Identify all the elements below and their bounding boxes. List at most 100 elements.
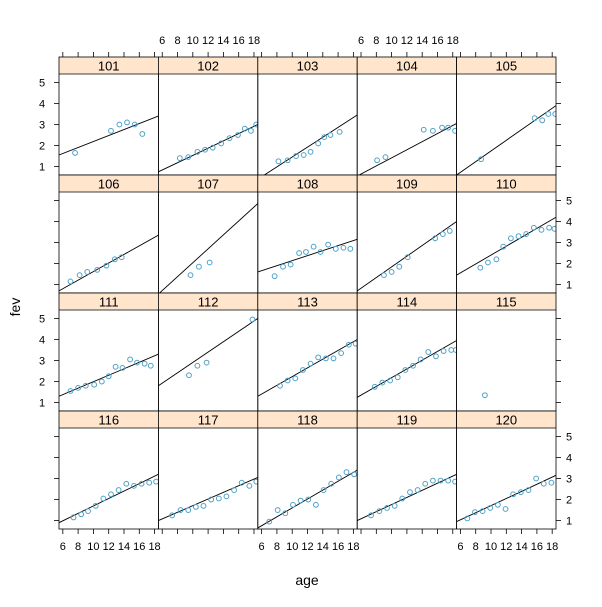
strip-101 <box>59 57 159 74</box>
point-111-9 <box>134 359 140 366</box>
x-tick-label-bottom-4-12: 12 <box>500 541 512 553</box>
point-101-4 <box>131 121 138 128</box>
panel-frame-106 <box>58 174 159 294</box>
panel-data-101 <box>59 115 159 156</box>
point-107-1 <box>196 263 202 270</box>
y-tick-label-right-1-4: 4 <box>566 216 572 228</box>
point-117-2 <box>185 507 192 513</box>
point-110-7 <box>530 224 537 231</box>
x-tick-label-top-3-6: 6 <box>358 35 364 47</box>
x-tick-label-top-1-6: 6 <box>159 35 165 47</box>
point-117-1 <box>177 507 184 513</box>
strip-label-108: 108 <box>297 177 319 192</box>
point-114-1 <box>379 379 386 386</box>
point-102-0 <box>176 155 183 162</box>
strip-117 <box>158 411 258 428</box>
fit-line-112 <box>158 318 258 387</box>
x-tick-label-bottom-0-10: 10 <box>87 541 99 553</box>
panel-data-106 <box>59 234 159 292</box>
x-axis-top-col2: 6 8 10 12 14 16 18 <box>159 35 260 534</box>
y-tick-label-left-0-4: 4 <box>39 98 45 110</box>
strip-112 <box>158 293 258 310</box>
strip-label-105: 105 <box>495 59 517 74</box>
panel-frame-107 <box>157 174 259 294</box>
fit-line-119 <box>357 473 457 521</box>
x-tick-label-bottom-4-10: 10 <box>485 541 497 553</box>
point-117-11 <box>253 478 258 485</box>
x-tick-label-bottom-0-8: 8 <box>75 541 81 553</box>
point-102-3 <box>202 146 208 153</box>
point-114-7 <box>425 349 432 355</box>
x-tick-label-bottom-4-18: 18 <box>546 541 558 553</box>
y-tick-label-right-1-1: 1 <box>566 280 572 292</box>
fit-line-110 <box>456 216 557 276</box>
point-111-5 <box>105 373 112 380</box>
y-tick-label-left-0-1: 1 <box>39 162 45 174</box>
point-109-4 <box>432 235 439 242</box>
panel-frame-117 <box>157 410 259 530</box>
point-120-10 <box>540 480 547 487</box>
x-tick-label-bottom-0-18: 18 <box>148 541 160 553</box>
y-tick-label-right-3-3: 3 <box>566 474 572 486</box>
panel-data-115 <box>481 392 488 399</box>
point-110-3 <box>500 243 507 250</box>
panel-data-116 <box>59 473 159 524</box>
strip-label-109: 109 <box>396 177 418 192</box>
axes-layer: 6 8 10 12 14 16 186 8 10 12 14 16 186 8 10 12 14 16 186 8 10… <box>39 35 572 553</box>
y-tick-label-left-0-5: 5 <box>39 77 45 89</box>
strip-label-115: 115 <box>496 295 517 310</box>
point-116-1 <box>78 511 85 518</box>
x-tick-label-bottom-0-16: 16 <box>133 541 145 553</box>
point-111-0 <box>67 388 74 394</box>
x-tick-label-bottom-2-14: 14 <box>317 541 329 553</box>
x-axis-bottom-col5: 6 8 10 12 14 16 18 <box>457 52 558 553</box>
strip-label-101: 101 <box>98 59 120 74</box>
x-tick-label-top-1-10: 10 <box>187 35 199 47</box>
x-tick-label-bottom-2-16: 16 <box>332 541 344 553</box>
x-tick-label-bottom-2-12: 12 <box>301 541 313 553</box>
point-119-9 <box>437 477 444 484</box>
panel-104: 104 <box>356 56 458 176</box>
panel-111: 111 <box>58 292 159 412</box>
panel-119: 119 <box>356 410 458 530</box>
x-tick-label-top-1-8: 8 <box>174 35 180 47</box>
point-104-2 <box>420 126 427 133</box>
fit-line-113 <box>257 339 358 397</box>
point-108-3 <box>296 250 302 256</box>
point-111-11 <box>147 362 154 369</box>
panel-frame-103 <box>257 56 358 176</box>
panel-112: 112 <box>157 292 259 412</box>
point-115-0 <box>481 392 488 399</box>
panel-data-118 <box>257 469 358 529</box>
fit-line-114 <box>357 340 457 398</box>
point-103-1 <box>284 157 291 164</box>
x-tick-label-top-1-12: 12 <box>202 35 214 47</box>
fit-line-120 <box>456 474 557 523</box>
y-axis-label: fev <box>7 298 23 317</box>
point-102-9 <box>248 127 254 134</box>
point-120-2 <box>479 508 486 515</box>
point-106-4 <box>103 262 110 269</box>
point-116-6 <box>115 487 122 493</box>
panel-data-110 <box>456 216 557 276</box>
point-105-2 <box>539 117 546 124</box>
point-113-6 <box>322 355 329 362</box>
point-105-4 <box>552 111 557 117</box>
strip-label-114: 114 <box>397 295 418 310</box>
point-120-4 <box>494 501 501 508</box>
point-117-7 <box>223 493 230 500</box>
panel-115: 115 <box>456 292 557 412</box>
point-116-8 <box>131 482 137 489</box>
point-105-1 <box>531 115 538 122</box>
fit-line-101 <box>59 115 159 156</box>
point-102-1 <box>185 154 192 161</box>
point-118-5 <box>305 496 312 503</box>
x-tick-label-bottom-0-6: 6 <box>60 541 66 553</box>
strip-108 <box>257 175 358 192</box>
fit-line-109 <box>357 221 457 292</box>
strip-103 <box>257 57 358 74</box>
y-tick-label-left-2-5: 5 <box>39 313 45 325</box>
panel-114: 114 <box>356 292 458 412</box>
x-tick-label-top-1-18: 18 <box>248 35 260 47</box>
